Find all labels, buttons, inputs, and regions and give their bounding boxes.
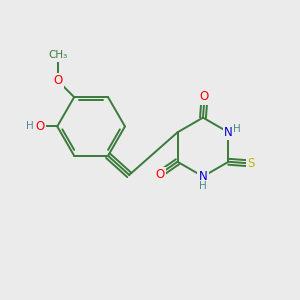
Text: O: O (200, 91, 209, 103)
Text: O: O (35, 120, 44, 133)
Text: CH₃: CH₃ (48, 50, 68, 60)
Text: N: N (224, 126, 233, 139)
Text: N: N (199, 170, 207, 183)
Text: O: O (53, 74, 63, 87)
Text: H: H (26, 122, 34, 131)
Text: S: S (247, 157, 255, 170)
Text: O: O (155, 168, 164, 181)
Text: H: H (233, 124, 241, 134)
Text: H: H (199, 181, 207, 191)
